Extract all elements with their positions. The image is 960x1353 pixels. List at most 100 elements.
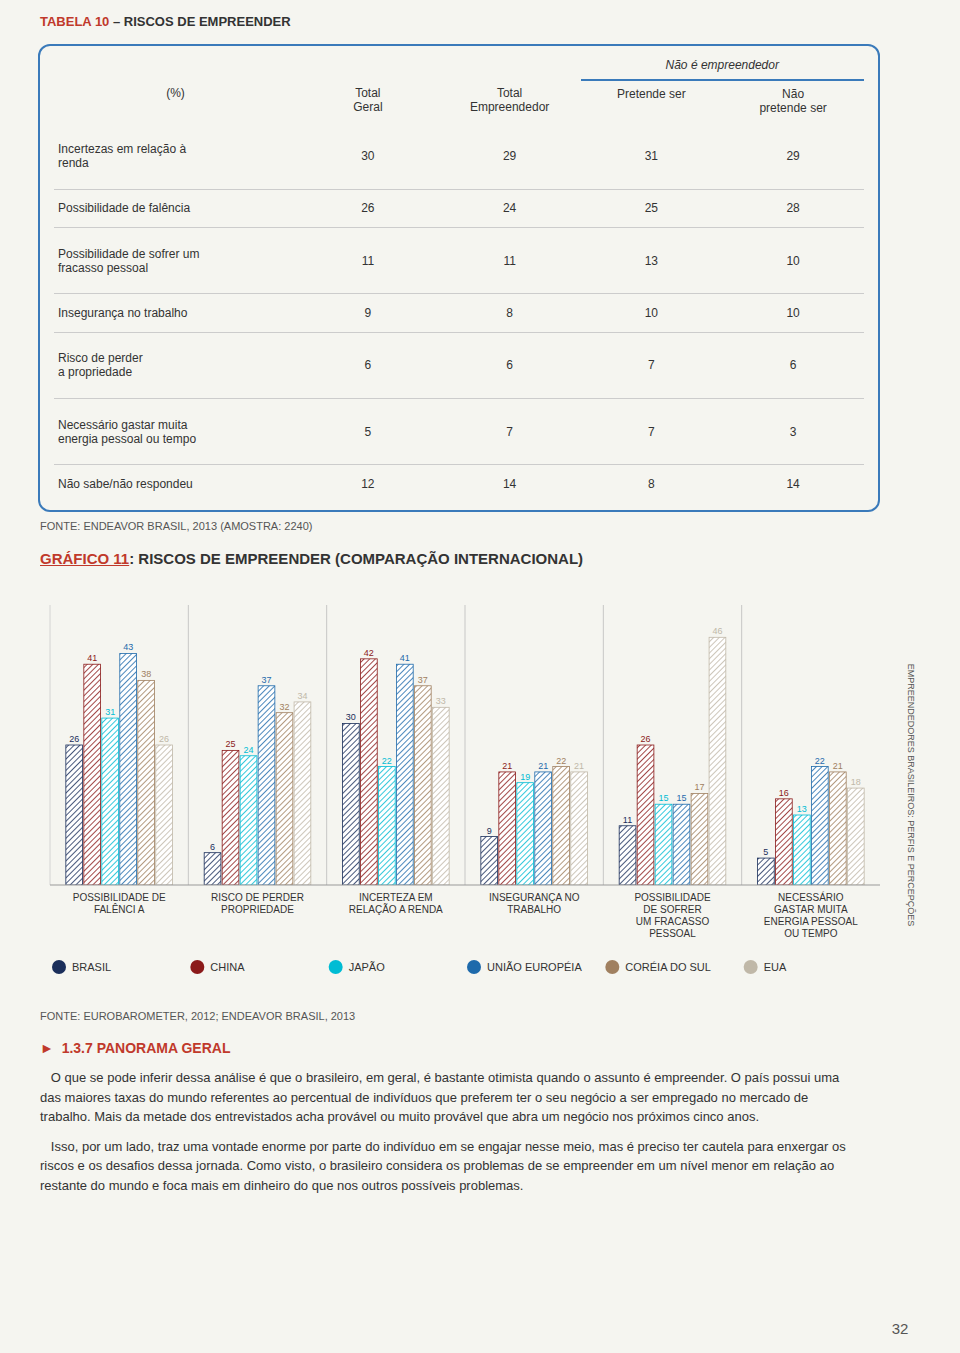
table-value: 13 [581,228,723,294]
bar [481,837,498,885]
group-separator [326,605,327,885]
bar [847,788,864,885]
bar [517,783,534,885]
data-label: 37 [261,675,271,685]
data-label: 41 [400,653,410,663]
bar [535,772,552,885]
page-number: 32 [860,1320,940,1337]
data-label: 21 [538,761,548,771]
body-text: O que se pode inferir dessa análise é qu… [40,1068,846,1195]
y-axis-line [50,605,51,885]
data-label: 37 [418,675,428,685]
table-row-label: Risco de perder a propriedade [54,332,297,398]
legend-marker [744,960,758,974]
data-label: 24 [244,745,254,755]
data-label: 21 [502,761,512,771]
group-separator [603,605,604,885]
table-value: 8 [439,294,581,332]
table-body: Incertezas em relação à renda30293129Pos… [54,124,864,502]
table-value: 8 [581,465,723,502]
bar [432,707,449,885]
bar [294,702,311,885]
table-value: 10 [722,294,864,332]
table-value: 31 [581,124,723,189]
data-label: 16 [779,788,789,798]
body-paragraph: O que se pode inferir dessa análise é qu… [40,1068,846,1127]
table-empty-cell [439,54,581,80]
data-label: 41 [87,653,97,663]
table-value: 26 [297,189,439,227]
bar [673,804,690,885]
bar [204,853,221,885]
table-row: Insegurança no trabalho981010 [54,294,864,332]
data-label: 22 [815,756,825,766]
data-label: 5 [763,847,768,857]
chart-subtitle: : RISCOS DE EMPREENDER (COMPARAÇÃO INTER… [129,550,583,567]
data-label: 18 [851,777,861,787]
x-tick-label: INSEGURANÇA NOTRABALHO [489,892,580,915]
table-head-row: (%)Total GeralTotal EmpreendedorPretende… [54,80,864,124]
data-label: 38 [141,669,151,679]
table-row: Não sabe/não respondeu1214814 [54,465,864,502]
bar [758,858,775,885]
table-value: 5 [297,398,439,464]
table-value: 10 [722,228,864,294]
x-tick-label: INCERTEZA EMRELAÇÃO A RENDA [349,892,443,915]
bar [571,772,588,885]
table-header-span: Não é empreendedor [581,54,865,80]
data-label: 46 [712,626,722,636]
legend-label: EUA [764,961,787,973]
bar [811,767,828,885]
table-value: 11 [297,228,439,294]
legend: BRASILCHINAJAPÃOUNIÃO EUROPÉIACORÉIA DO … [52,960,787,974]
table-row-label: Incertezas em relação à renda [54,124,297,189]
table: Não é empreendedor(%)Total GeralTotal Em… [54,54,864,502]
bar [66,745,83,885]
table-value: 28 [722,189,864,227]
page: TABELA 10 – RISCOS DE EMPREENDERNão é em… [0,0,960,1353]
table-source: FONTE: ENDEAVOR BRASIL, 2013 (AMOSTRA: 2… [40,520,312,532]
legend-marker [52,960,66,974]
bar [120,653,137,885]
bar [637,745,654,885]
bar [378,767,395,885]
data-label: 17 [694,782,704,792]
x-tick-label: POSSIBILIDADE DEFALÊNCI A [73,892,166,915]
table-value: 30 [297,124,439,189]
table-row-label: Possibilidade de sofrer um fracasso pess… [54,228,297,294]
data-label: 31 [105,707,115,717]
data-label: 6 [210,842,215,852]
table-value: 29 [722,124,864,189]
data-label: 21 [833,761,843,771]
group-separator [188,605,189,885]
legend-label: CORÉIA DO SUL [625,961,711,973]
body-paragraph: Isso, por um lado, traz uma vontade enor… [40,1137,846,1196]
chart-title-main: GRÁFICO 11 [40,550,129,567]
table-row-label: Possibilidade de falência [54,189,297,227]
bar [691,793,708,885]
bar [655,804,672,885]
group-separator [741,605,742,885]
table-title-main: TABELA 10 [40,14,109,29]
data-label: 43 [123,642,133,652]
legend-label: JAPÃO [349,961,386,973]
bar [276,713,293,885]
table-row: Incertezas em relação à renda30293129 [54,124,864,189]
data-label: 13 [797,804,807,814]
legend-label: CHINA [210,961,245,973]
table-value: 24 [439,189,581,227]
section-title: ► 1.3.7 PANORAMA GERAL [40,1040,230,1056]
bar [709,637,726,885]
table-row-label: Necessário gastar muita energia pessoal … [54,398,297,464]
bar [138,680,155,885]
data-label: 30 [346,712,356,722]
data-label: 34 [297,691,307,701]
data-label: 33 [436,696,446,706]
legend-label: BRASIL [72,961,111,973]
legend-marker [190,960,204,974]
data-label: 26 [641,734,651,744]
table-value: 7 [581,398,723,464]
data-label: 15 [676,793,686,803]
table-value: 14 [722,465,864,502]
x-tick-label: NECESSÁRIOGASTAR MUITAENERGIA PESSOALOU … [764,891,858,939]
